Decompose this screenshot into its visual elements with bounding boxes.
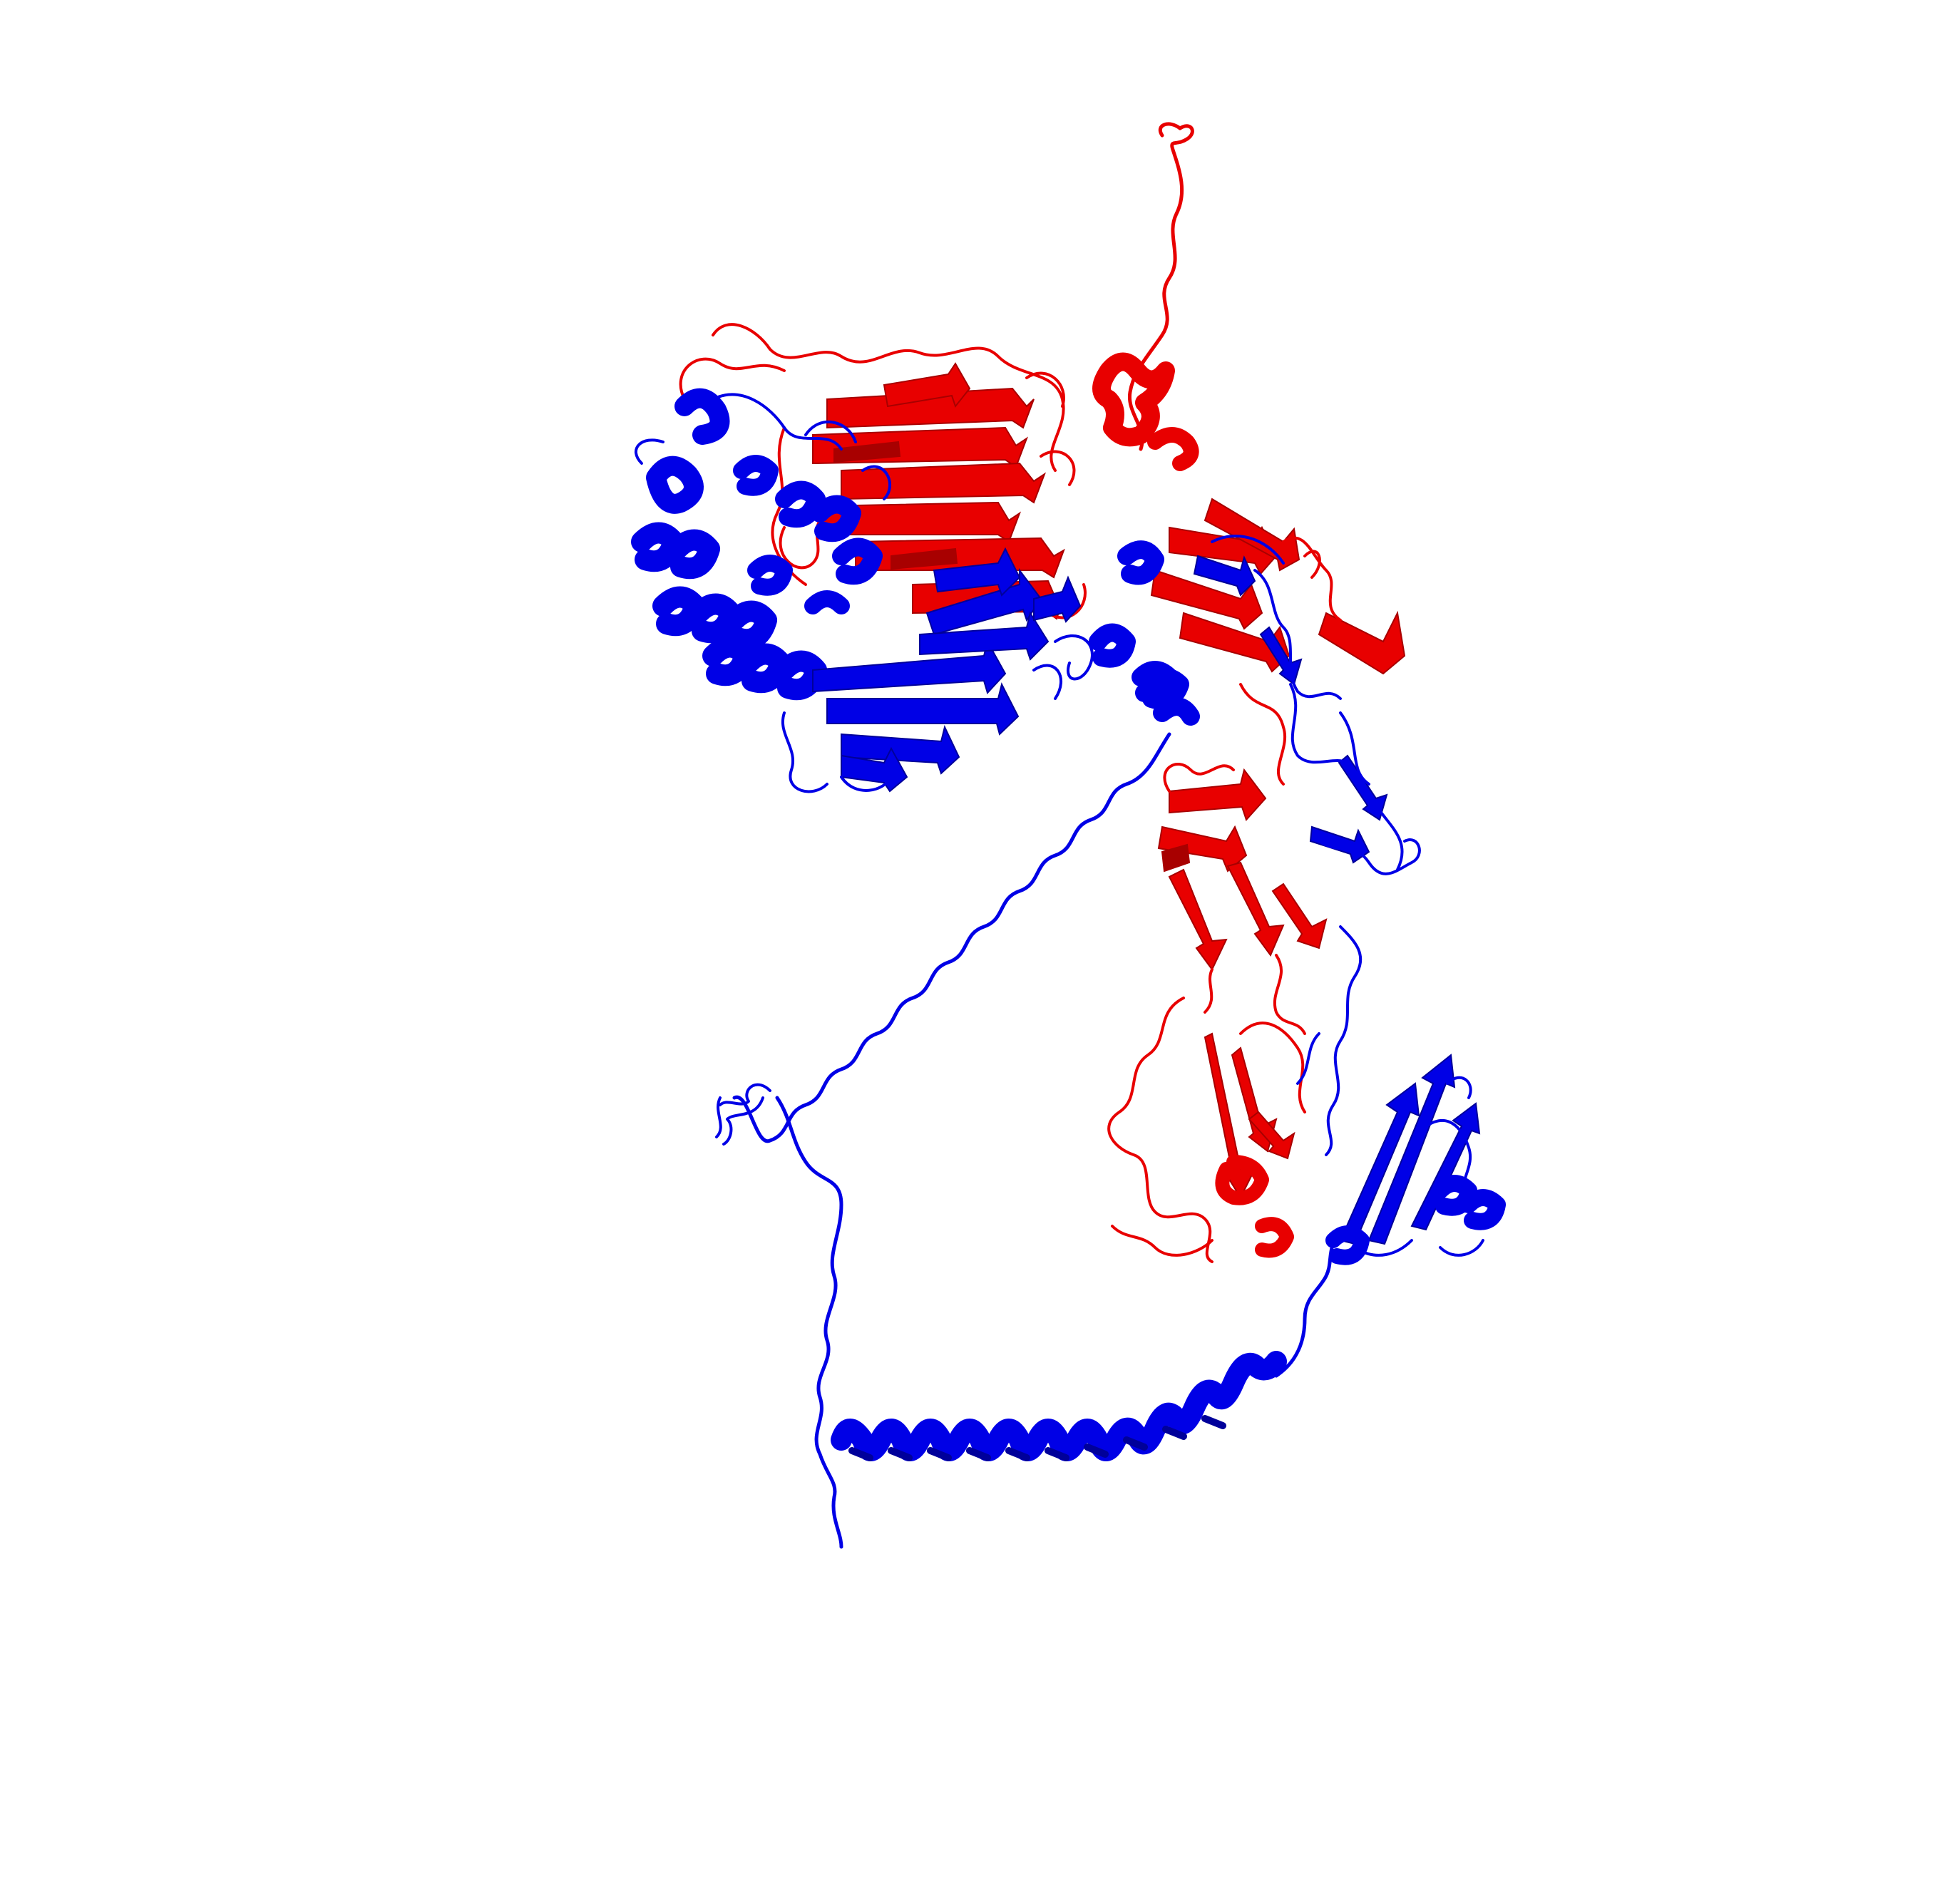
red-small-helix (1147, 427, 1199, 471)
blue-long-helix (831, 1351, 1287, 1461)
blue-loop-right-domain (1211, 535, 1421, 875)
blue-frayed-end (715, 1083, 771, 1146)
red-loop-lower (1107, 997, 1306, 1263)
red-sheet-domain-lower (1204, 1032, 1295, 1258)
blue-helix-cluster-left (631, 388, 883, 701)
blue-descending-linker (775, 1096, 843, 1549)
blue-helix-dark-side (848, 1415, 1226, 1461)
red-sheet-domain-middle (1157, 768, 1328, 971)
chain-b-blue (631, 388, 1506, 1549)
blue-long-linker (732, 732, 1171, 1143)
blue-loop-left-domain (635, 393, 1094, 793)
blue-sheet-domain-right (1325, 1054, 1506, 1265)
red-helix-top (1092, 352, 1175, 447)
red-loop-middle (1163, 762, 1306, 1035)
blue-helix-mid (1139, 668, 1200, 726)
red-loop-sheet-connect (771, 371, 1087, 619)
red-loop-right (1239, 536, 1342, 786)
blue-loop-right-lower (1353, 1076, 1484, 1257)
blue-loop-lower-right (1296, 925, 1363, 1156)
